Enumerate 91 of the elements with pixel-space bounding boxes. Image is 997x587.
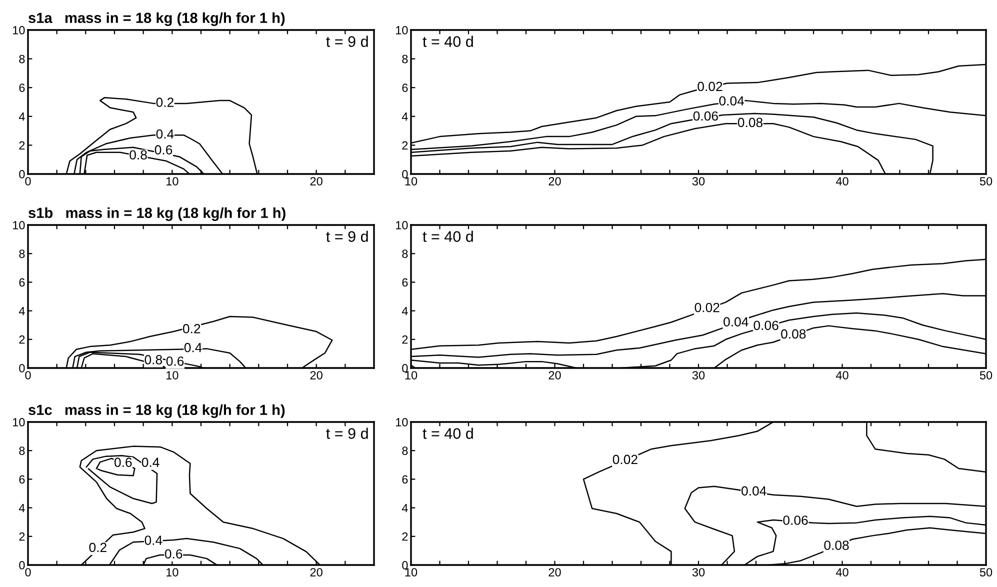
annotation: 0.06: [783, 516, 808, 525]
x-tick-label: 30: [692, 177, 705, 186]
x-tick-label: 20: [310, 371, 322, 380]
y-tick-label: 10: [396, 26, 408, 34]
annotation: t = 40 d: [422, 230, 473, 242]
y-tick-label: 4: [18, 306, 25, 316]
annotation: 0.04: [724, 317, 748, 326]
y-tick-label: 6: [402, 84, 408, 92]
y-tick-label: 0: [402, 364, 408, 372]
x-tick-label: 20: [310, 177, 322, 186]
annotation: 0.4: [144, 536, 162, 545]
y-tick-label: 2: [19, 532, 25, 541]
annotation: 0.8: [130, 150, 147, 160]
annotation: 0.02: [698, 82, 722, 92]
annotation: 0.02: [612, 454, 638, 464]
y-tick-label: 6: [402, 278, 408, 287]
x-tick-label: 30: [692, 568, 705, 576]
x-tick-label: 40: [836, 177, 848, 186]
annotation: 0.4: [156, 129, 174, 139]
annotation: 0.06: [754, 320, 778, 330]
y-tick-label: 10: [12, 221, 25, 230]
x-tick-label: 0: [25, 371, 31, 380]
x-tick-label: 20: [548, 568, 561, 576]
y-tick-label: 0: [19, 561, 25, 570]
annotation: t = 9 d: [326, 428, 368, 439]
y-tick-label: 10: [396, 418, 408, 426]
annotation: 0.08: [781, 329, 806, 339]
annotation: 0.2: [89, 542, 106, 552]
y-tick-label: 10: [12, 26, 25, 34]
y-tick-label: 6: [19, 278, 25, 287]
annotation: 0.08: [824, 540, 849, 550]
y-tick-label: 2: [402, 141, 408, 150]
x-tick-label: 10: [166, 568, 178, 576]
annotation: 0.02: [694, 302, 720, 312]
y-tick-label: 0: [402, 170, 408, 178]
annotation: t = 9 d: [326, 230, 368, 242]
annotation: 0.4: [142, 458, 160, 468]
y-tick-label: 4: [18, 504, 25, 512]
chart-title: s1c mass in = 18 kg (18 kg/h for 1 h): [28, 404, 285, 418]
x-tick-label: 50: [980, 568, 992, 576]
x-tick-label: 0: [25, 568, 31, 576]
x-tick-label: 50: [980, 177, 992, 186]
annotation: t = 40 d: [422, 428, 473, 439]
annotation: t = 9 d: [326, 36, 368, 47]
annotation: 0.04: [719, 96, 744, 106]
annotation: 0.8: [144, 355, 162, 364]
y-tick-label: 2: [402, 532, 408, 541]
y-tick-label: 8: [402, 446, 408, 455]
x-tick-label: 40: [836, 568, 848, 576]
x-tick-label: 10: [166, 371, 178, 380]
x-tick-label: 20: [310, 568, 322, 576]
y-tick-label: 8: [19, 446, 25, 455]
y-tick-label: 10: [12, 418, 25, 426]
chart-title: s1b mass in = 18 kg (18 kg/h for 1 h): [28, 207, 286, 221]
y-tick-label: 6: [19, 84, 25, 92]
annotation: 0.6: [154, 145, 172, 154]
chart-title: s1a mass in = 18 kg (18 kg/h for 1 h): [28, 12, 285, 26]
y-tick-label: 0: [19, 364, 25, 372]
y-tick-label: 6: [19, 475, 25, 484]
annotation: 0.08: [738, 118, 763, 128]
y-tick-label: 2: [402, 335, 408, 344]
y-tick-label: 4: [18, 112, 25, 121]
x-tick-label: 50: [980, 371, 992, 380]
annotation: 0.6: [164, 549, 182, 559]
annotation: t = 40 d: [422, 36, 473, 47]
x-tick-label: 20: [548, 371, 561, 380]
annotation: 0.2: [156, 98, 174, 107]
y-tick-label: 4: [402, 504, 408, 512]
y-tick-label: 0: [402, 561, 408, 570]
y-tick-label: 2: [19, 141, 25, 150]
y-tick-label: 8: [402, 54, 408, 64]
x-tick-label: 20: [548, 177, 561, 186]
y-tick-label: 10: [396, 221, 408, 230]
y-tick-label: 4: [402, 306, 408, 316]
x-tick-label: 10: [166, 177, 178, 186]
annotation: 0.4: [184, 342, 202, 352]
y-tick-label: 0: [19, 170, 25, 178]
annotation: 0.2: [182, 324, 200, 334]
annotation: 0.6: [114, 458, 132, 468]
y-tick-label: 6: [402, 475, 408, 484]
x-tick-label: 0: [25, 177, 31, 186]
annotation: 0.04: [742, 486, 766, 496]
x-tick-label: 40: [836, 371, 848, 380]
annotation: 0.06: [693, 111, 718, 121]
y-tick-label: 8: [19, 250, 25, 258]
y-tick-label: 8: [19, 54, 25, 64]
y-tick-label: 2: [19, 335, 25, 344]
x-tick-label: 30: [692, 371, 705, 380]
annotation: 0.6: [166, 356, 184, 366]
y-tick-label: 8: [402, 250, 408, 258]
y-tick-label: 4: [402, 112, 408, 121]
